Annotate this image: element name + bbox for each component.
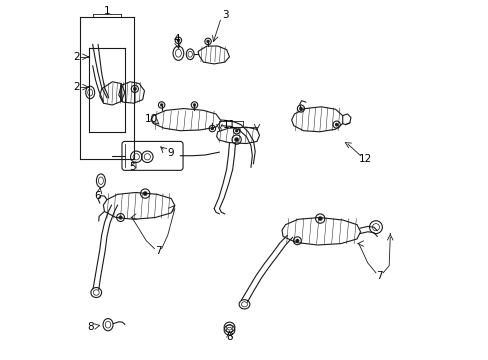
Text: 10: 10 <box>144 113 157 123</box>
Circle shape <box>160 104 163 107</box>
Text: 4: 4 <box>173 34 180 44</box>
Circle shape <box>334 123 338 126</box>
Text: 2: 2 <box>73 52 80 62</box>
Text: 11: 11 <box>223 120 236 130</box>
Circle shape <box>133 87 136 90</box>
Circle shape <box>210 127 213 130</box>
Circle shape <box>206 40 209 43</box>
Circle shape <box>299 107 302 110</box>
Circle shape <box>119 216 122 219</box>
Text: 7: 7 <box>375 271 382 281</box>
Circle shape <box>295 239 299 243</box>
Text: 8: 8 <box>226 332 232 342</box>
Circle shape <box>143 192 147 196</box>
Text: 5: 5 <box>129 162 136 172</box>
Text: 1: 1 <box>103 6 110 17</box>
Circle shape <box>177 39 180 42</box>
Circle shape <box>234 138 238 142</box>
Text: 3: 3 <box>222 10 229 20</box>
Circle shape <box>235 129 238 132</box>
Text: 12: 12 <box>358 154 371 163</box>
Text: 2: 2 <box>73 82 80 92</box>
Text: 7: 7 <box>154 247 161 256</box>
Circle shape <box>318 216 322 221</box>
Text: 6: 6 <box>95 191 101 201</box>
Text: 8: 8 <box>87 322 94 332</box>
Circle shape <box>193 104 196 107</box>
Text: 9: 9 <box>166 148 173 158</box>
